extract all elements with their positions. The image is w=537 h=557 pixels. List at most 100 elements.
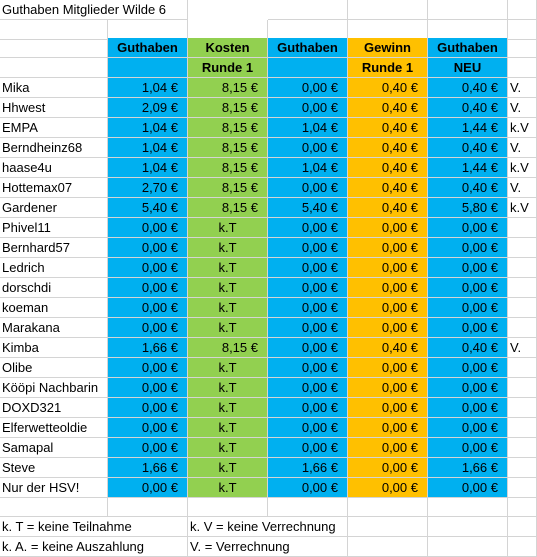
member-name[interactable]: DOXD321 (0, 398, 108, 418)
guthaben-neu-cell[interactable]: 0,00 € (428, 238, 508, 258)
note-cell[interactable] (508, 298, 537, 318)
member-name[interactable]: Kööpi Nachbarin (0, 378, 108, 398)
member-name[interactable]: Nur der HSV! (0, 478, 108, 498)
note-cell[interactable]: V. (508, 78, 537, 98)
guthaben-2-cell[interactable]: 0,00 € (268, 138, 348, 158)
legend-keine-teilnahme[interactable]: k. T = keine Teilnahme (0, 517, 188, 537)
note-cell[interactable] (508, 438, 537, 458)
guthaben-neu-cell[interactable]: 0,00 € (428, 318, 508, 338)
cell[interactable] (0, 498, 108, 517)
guthaben-cell[interactable]: 0,00 € (108, 298, 188, 318)
guthaben-2-cell[interactable]: 5,40 € (268, 198, 348, 218)
cell[interactable] (0, 58, 108, 78)
note-cell[interactable]: k.V (508, 158, 537, 178)
kosten-cell[interactable]: 8,15 € (188, 98, 268, 118)
note-cell[interactable]: k.V (508, 118, 537, 138)
guthaben-neu-cell[interactable]: 1,44 € (428, 118, 508, 138)
header-guthaben-sub[interactable] (108, 58, 188, 78)
guthaben-2-cell[interactable]: 1,66 € (268, 458, 348, 478)
guthaben-2-cell[interactable]: 0,00 € (268, 278, 348, 298)
guthaben-cell[interactable]: 1,04 € (108, 138, 188, 158)
kosten-cell[interactable]: k.T (188, 218, 268, 238)
guthaben-cell[interactable]: 1,66 € (108, 458, 188, 478)
kosten-cell[interactable]: 8,15 € (188, 138, 268, 158)
kosten-cell[interactable]: k.T (188, 398, 268, 418)
cell[interactable] (188, 498, 268, 517)
guthaben-cell[interactable]: 1,04 € (108, 78, 188, 98)
cell[interactable] (508, 537, 537, 557)
guthaben-2-cell[interactable]: 1,04 € (268, 158, 348, 178)
guthaben-2-cell[interactable]: 0,00 € (268, 218, 348, 238)
cell[interactable] (268, 20, 348, 40)
note-cell[interactable] (508, 238, 537, 258)
gewinn-cell[interactable]: 0,00 € (348, 318, 428, 338)
note-cell[interactable] (508, 258, 537, 278)
guthaben-2-cell[interactable]: 0,00 € (268, 398, 348, 418)
member-name[interactable]: Mika (0, 78, 108, 98)
cell[interactable] (268, 0, 348, 20)
gewinn-cell[interactable]: 0,00 € (348, 298, 428, 318)
gewinn-cell[interactable]: 0,00 € (348, 278, 428, 298)
legend-keine-auszahlung[interactable]: k. A. = keine Auszahlung (0, 537, 188, 557)
guthaben-cell[interactable]: 0,00 € (108, 238, 188, 258)
gewinn-cell[interactable]: 0,00 € (348, 478, 428, 498)
member-name[interactable]: Samapal (0, 438, 108, 458)
member-name[interactable]: koeman (0, 298, 108, 318)
guthaben-neu-cell[interactable]: 0,00 € (428, 298, 508, 318)
guthaben-cell[interactable]: 5,40 € (108, 198, 188, 218)
gewinn-cell[interactable]: 0,00 € (348, 358, 428, 378)
kosten-cell[interactable]: 8,15 € (188, 78, 268, 98)
gewinn-cell[interactable]: 0,00 € (348, 418, 428, 438)
guthaben-neu-cell[interactable]: 0,00 € (428, 258, 508, 278)
kosten-cell[interactable]: k.T (188, 458, 268, 478)
gewinn-cell[interactable]: 0,40 € (348, 178, 428, 198)
guthaben-cell[interactable]: 2,70 € (108, 178, 188, 198)
kosten-cell[interactable]: k.T (188, 358, 268, 378)
guthaben-neu-cell[interactable]: 0,40 € (428, 138, 508, 158)
guthaben-cell[interactable]: 2,09 € (108, 98, 188, 118)
member-name[interactable]: Steve (0, 458, 108, 478)
kosten-cell[interactable]: k.T (188, 418, 268, 438)
guthaben-cell[interactable]: 0,00 € (108, 358, 188, 378)
cell[interactable] (428, 537, 508, 557)
guthaben-2-cell[interactable]: 0,00 € (268, 418, 348, 438)
note-cell[interactable] (508, 478, 537, 498)
cell[interactable] (428, 20, 508, 40)
member-name[interactable]: Kimba (0, 338, 108, 358)
header-gewinn[interactable]: Gewinn (348, 38, 428, 58)
guthaben-cell[interactable]: 0,00 € (108, 378, 188, 398)
guthaben-cell[interactable]: 0,00 € (108, 278, 188, 298)
gewinn-cell[interactable]: 0,40 € (348, 158, 428, 178)
guthaben-neu-cell[interactable]: 0,40 € (428, 98, 508, 118)
header-guthaben-2[interactable]: Guthaben (268, 38, 348, 58)
kosten-cell[interactable]: k.T (188, 238, 268, 258)
kosten-cell[interactable]: k.T (188, 478, 268, 498)
guthaben-cell[interactable]: 0,00 € (108, 438, 188, 458)
cell[interactable] (428, 498, 508, 517)
member-name[interactable]: Bernhard57 (0, 238, 108, 258)
note-cell[interactable] (508, 458, 537, 478)
guthaben-2-cell[interactable]: 1,04 € (268, 118, 348, 138)
note-cell[interactable]: V. (508, 138, 537, 158)
guthaben-2-cell[interactable]: 0,00 € (268, 358, 348, 378)
gewinn-cell[interactable]: 0,00 € (348, 458, 428, 478)
member-name[interactable]: Elferwetteoldie (0, 418, 108, 438)
cell[interactable] (108, 20, 188, 40)
guthaben-2-cell[interactable]: 0,00 € (268, 338, 348, 358)
guthaben-cell[interactable]: 0,00 € (108, 418, 188, 438)
kosten-cell[interactable]: 8,15 € (188, 338, 268, 358)
guthaben-2-cell[interactable]: 0,00 € (268, 258, 348, 278)
note-cell[interactable] (508, 418, 537, 438)
guthaben-neu-cell[interactable]: 1,44 € (428, 158, 508, 178)
guthaben-2-cell[interactable]: 0,00 € (268, 78, 348, 98)
cell[interactable] (348, 498, 428, 517)
guthaben-2-cell[interactable]: 0,00 € (268, 478, 348, 498)
header-guthaben[interactable]: Guthaben (108, 38, 188, 58)
guthaben-neu-cell[interactable]: 0,00 € (428, 278, 508, 298)
gewinn-cell[interactable]: 0,00 € (348, 238, 428, 258)
kosten-cell[interactable]: 8,15 € (188, 118, 268, 138)
cell[interactable] (508, 498, 537, 517)
guthaben-2-cell[interactable]: 0,00 € (268, 98, 348, 118)
member-name[interactable]: Hhwest (0, 98, 108, 118)
guthaben-2-cell[interactable]: 0,00 € (268, 318, 348, 338)
